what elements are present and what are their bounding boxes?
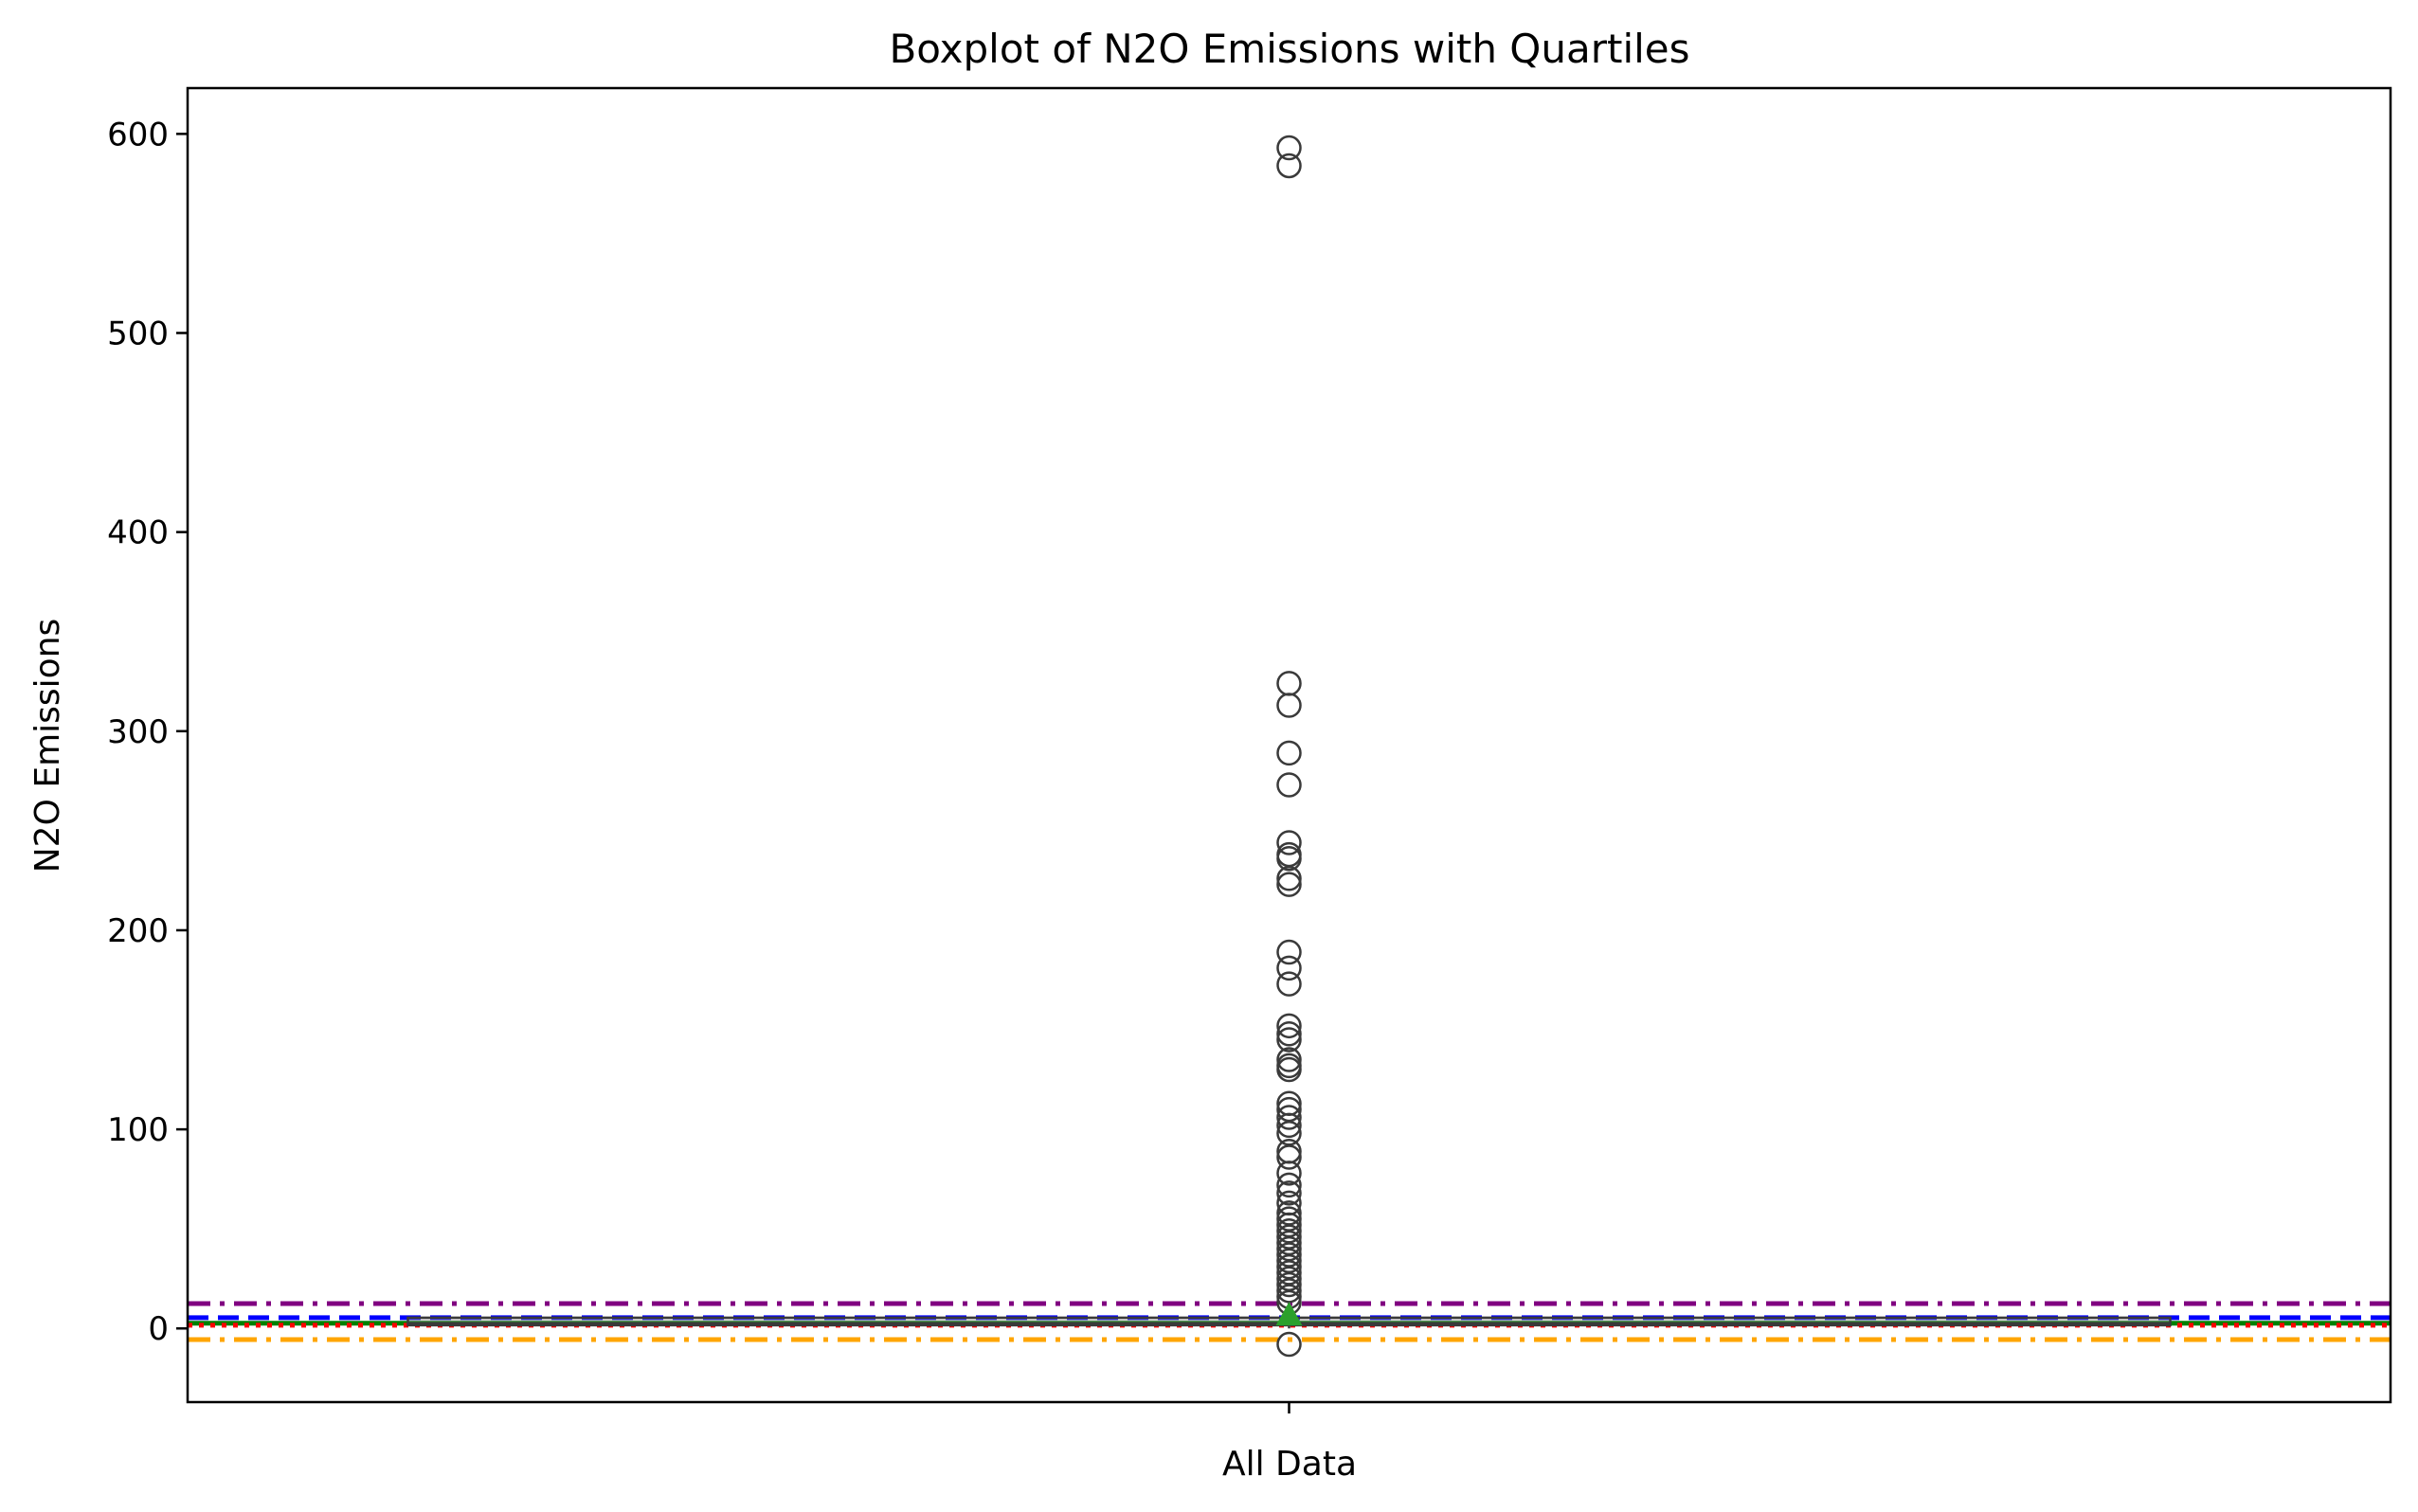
outlier-point: [1276, 1020, 1302, 1047]
outlier-point: [1276, 866, 1302, 891]
outlier-point: [1276, 1112, 1302, 1139]
outlier-point: [1276, 693, 1302, 718]
outlier-point: [1276, 135, 1302, 161]
y-tick-label: 100: [107, 1111, 169, 1149]
y-tick-label: 200: [107, 912, 169, 950]
plot-area: [188, 135, 2391, 1358]
outlier-point: [1276, 1138, 1302, 1164]
outlier-point: [1276, 1090, 1302, 1117]
plot-frame: [186, 86, 2392, 1404]
y-tick-label: 600: [107, 116, 169, 153]
outlier-point: [1276, 1161, 1302, 1186]
outlier-point: [1276, 153, 1302, 179]
outlier-point: [1276, 830, 1302, 855]
chart-title: Boxplot of N2O Emissions with Quartiles: [889, 26, 1689, 72]
outlier-point: [1276, 846, 1302, 872]
outlier-point: [1276, 1144, 1302, 1170]
outlier-point: [1276, 872, 1302, 897]
outlier-point: [1276, 1180, 1302, 1206]
outlier-point: [1276, 971, 1302, 997]
y-axis-ticks: 0 100 200 300 400 500 600: [107, 116, 188, 1348]
mean-marker: [1275, 1301, 1303, 1326]
y-tick-label: 300: [107, 713, 169, 751]
y-tick-label: 500: [107, 315, 169, 352]
outlier-point: [1276, 1056, 1302, 1083]
outlier-point: [1276, 772, 1302, 798]
y-tick-label: 400: [107, 514, 169, 552]
outlier-point: [1276, 671, 1302, 696]
outlier-point: [1276, 1013, 1302, 1039]
outlier-point: [1276, 1105, 1302, 1130]
outlier-point: [1276, 955, 1302, 981]
outlier-point: [1276, 1331, 1302, 1358]
outlier-point: [1276, 1271, 1302, 1298]
x-category-label: All Data: [1222, 1445, 1357, 1484]
y-tick-label: 0: [148, 1310, 169, 1348]
outlier-point: [1276, 1027, 1302, 1053]
outlier-point: [1276, 1047, 1302, 1072]
y-axis-label: N2O Emissions: [28, 619, 67, 873]
outlier-point: [1276, 939, 1302, 965]
outlier-point: [1276, 740, 1302, 766]
outlier-point: [1276, 1172, 1302, 1198]
